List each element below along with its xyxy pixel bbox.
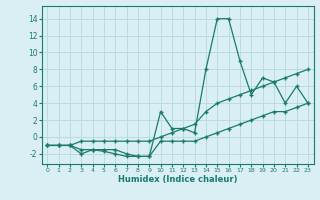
X-axis label: Humidex (Indice chaleur): Humidex (Indice chaleur): [118, 175, 237, 184]
